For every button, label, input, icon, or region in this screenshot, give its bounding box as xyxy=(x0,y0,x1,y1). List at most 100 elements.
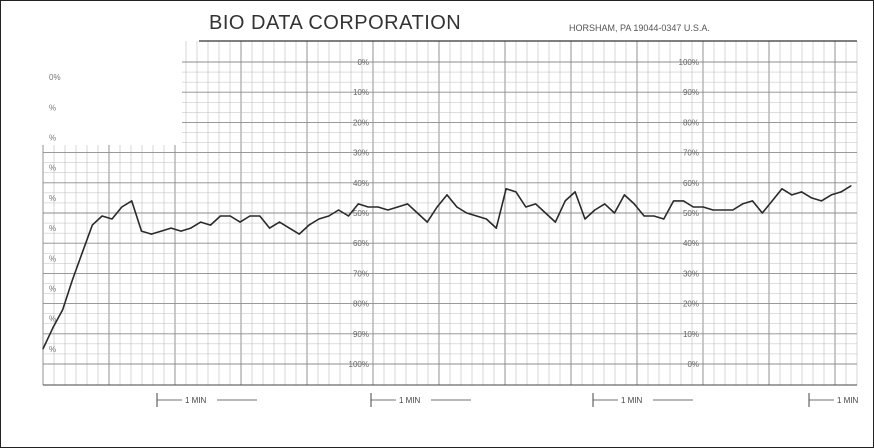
trace-point xyxy=(180,230,182,232)
right-scale-label: 30% xyxy=(683,269,699,278)
trace-point xyxy=(308,224,310,226)
trace-point xyxy=(397,206,399,208)
trace-point xyxy=(406,203,409,205)
trace-point xyxy=(52,327,54,329)
trace-point xyxy=(732,209,734,211)
trace-point xyxy=(633,203,635,205)
scale-labels: 0% 10% 20% 30% 40% 50% 60% 70% 80% 90% 100% 100% 90%… xyxy=(49,58,699,369)
trace-point xyxy=(150,233,152,235)
trace-point xyxy=(219,215,221,217)
trace-point xyxy=(436,206,438,208)
trace-point xyxy=(682,200,685,202)
trace-point xyxy=(574,191,576,193)
right-scale-label: 60% xyxy=(683,179,699,188)
trace-point xyxy=(830,194,832,196)
trace-layer xyxy=(42,185,852,350)
trace-point xyxy=(81,251,84,253)
trace-point xyxy=(702,206,704,208)
trace-point xyxy=(554,221,556,223)
time-marker-label: 1 MIN xyxy=(837,396,859,405)
trace-point xyxy=(623,194,625,196)
trace-point xyxy=(781,188,783,190)
trace-point xyxy=(613,212,616,214)
trace-point xyxy=(71,278,74,281)
center-scale-label: 90% xyxy=(353,330,369,339)
left-scale-label: % xyxy=(49,345,56,354)
company-location: HORSHAM, PA 19044-0347 U.S.A. xyxy=(569,23,710,33)
right-scale-label: 50% xyxy=(683,209,699,218)
trace-point xyxy=(505,188,507,190)
trace-point xyxy=(771,200,773,202)
trace-point xyxy=(643,215,645,217)
center-scale-label: 30% xyxy=(353,149,369,158)
trace-point xyxy=(525,206,527,208)
left-scale-label: % xyxy=(49,254,56,263)
trace-point xyxy=(495,227,497,229)
trace-point xyxy=(131,200,133,202)
time-marker-label: 1 MIN xyxy=(399,396,421,405)
left-scale-label: % xyxy=(49,224,56,233)
left-scale-label: % xyxy=(49,103,56,112)
trace-point xyxy=(535,203,537,205)
center-scale-label: 60% xyxy=(353,239,369,248)
right-scale-label: 20% xyxy=(683,300,699,309)
trace-point xyxy=(673,200,675,202)
left-scale-label: % xyxy=(49,285,56,294)
trace-point xyxy=(801,191,803,193)
trace-point xyxy=(328,215,330,217)
trace-point xyxy=(338,209,340,211)
left-scale-label: % xyxy=(49,194,56,203)
trace-point xyxy=(121,206,123,208)
trace-point xyxy=(840,191,842,193)
trace-point xyxy=(387,209,389,211)
center-scale-label: 20% xyxy=(353,118,369,127)
trace-point xyxy=(722,209,724,211)
trace-point xyxy=(485,218,488,220)
center-scale-label: 80% xyxy=(353,300,369,309)
trace-point xyxy=(200,221,202,223)
trace-point xyxy=(170,227,172,229)
trace-point xyxy=(160,230,162,232)
trace-point xyxy=(456,206,458,208)
trace-point xyxy=(515,191,517,193)
trace-point xyxy=(751,200,754,202)
right-scale-label: 70% xyxy=(683,149,699,158)
trace-point xyxy=(564,200,566,202)
trace-point xyxy=(712,209,714,211)
blank-paper-area xyxy=(42,41,182,145)
trace-point xyxy=(140,230,143,232)
trace-point xyxy=(239,221,241,223)
trace-point xyxy=(62,309,64,311)
trace-point xyxy=(604,203,606,205)
trace-point xyxy=(850,185,852,187)
center-scale-label: 70% xyxy=(353,269,369,278)
trace-point xyxy=(594,209,596,211)
trace-point xyxy=(278,221,281,223)
trace-point xyxy=(318,218,320,220)
center-scale-label: 0% xyxy=(357,58,369,67)
trace-point xyxy=(820,200,823,202)
trace-point xyxy=(791,194,793,196)
trace-point xyxy=(249,215,251,217)
trace-point xyxy=(357,203,359,205)
trace-point xyxy=(229,215,231,217)
trace-point xyxy=(111,218,113,220)
right-scale-label: 40% xyxy=(683,239,699,248)
trace-point xyxy=(259,215,261,217)
trace-point xyxy=(584,218,586,220)
trace-point xyxy=(190,227,192,229)
trace-point xyxy=(269,227,271,229)
company-name: BIO DATA CORPORATION xyxy=(209,12,461,34)
time-marker-label: 1 MIN xyxy=(185,396,207,405)
trace-point xyxy=(209,224,212,226)
trace-point xyxy=(288,227,290,229)
trace-point xyxy=(42,348,44,350)
chart-grid xyxy=(42,40,858,386)
left-scale-label: 0% xyxy=(49,73,61,82)
right-scale-label: 90% xyxy=(683,88,699,97)
center-scale-label: 100% xyxy=(349,360,369,369)
fetal-monitor-strip: 0% 10% 20% 30% 40% 50% 60% 70% 80% 90% 100% 100% 90%… xyxy=(42,12,859,407)
trace-point xyxy=(367,206,369,208)
trace-point xyxy=(663,218,665,220)
